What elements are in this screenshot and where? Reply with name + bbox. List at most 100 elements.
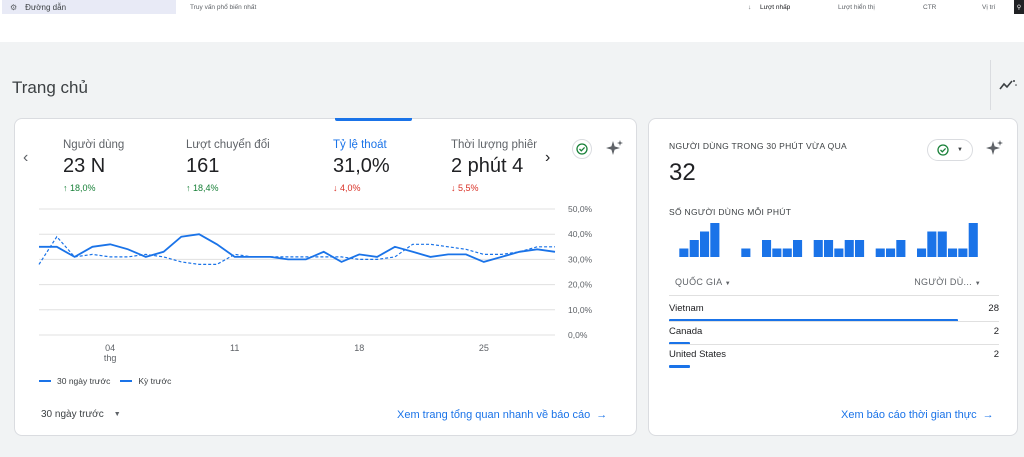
- path-chip[interactable]: ⚙ Đường dẫn: [2, 0, 176, 14]
- col-country-header[interactable]: QUỐC GIA ▼: [675, 277, 731, 287]
- y-tick-label: 40,0%: [568, 229, 593, 239]
- metric-tab-conversions[interactable]: Lượt chuyển đổi 161 ↑ 18,4%: [186, 139, 270, 193]
- metric-tab-bounce-rate[interactable]: Tỷ lệ thoát 31,0% ↓ 4,0%: [333, 139, 390, 193]
- check-circle-icon: [937, 144, 949, 156]
- series-line-previous: [38, 235, 555, 266]
- metric-tab-session-duration[interactable]: Thời lượng phiên 2 phút 4 ↓ 5,5%: [451, 139, 537, 193]
- minute-bar: [917, 248, 927, 257]
- country-users: 2: [993, 326, 999, 337]
- caret-down-icon: ▼: [974, 281, 981, 287]
- minute-bar: [793, 240, 803, 257]
- overview-report-link-text: Xem trang tổng quan nhanh về báo cáo: [397, 409, 591, 421]
- arrow-down-icon: ↓: [451, 183, 459, 193]
- metric-value: 23 N: [63, 155, 106, 177]
- minute-bar: [689, 240, 699, 257]
- legend-previous-label: Kỳ trước: [138, 376, 172, 386]
- overview-card: ‹ › Người dùng 23 N ↑ 18,0% Lượt chuyển …: [14, 118, 637, 436]
- per-minute-bar-chart: [679, 223, 978, 257]
- row-divider: [669, 321, 999, 322]
- minute-bar: [762, 240, 772, 257]
- metric-delta: ↑ 18,0%: [63, 183, 96, 193]
- y-tick-label: 10,0%: [568, 305, 593, 315]
- x-tick-label: 18: [354, 343, 364, 353]
- country-users: 28: [988, 303, 999, 314]
- col-impressions[interactable]: Lượt hiển thị: [838, 4, 875, 11]
- metric-delta: ↓ 4,0%: [333, 183, 361, 193]
- date-range-select[interactable]: 30 ngày trước ▼: [41, 409, 121, 420]
- arrow-down-icon: ↓: [333, 183, 341, 193]
- col-clicks[interactable]: Lượt nhấp: [760, 4, 791, 11]
- minute-bar: [844, 240, 854, 257]
- minute-bar: [813, 240, 823, 257]
- metric-value: 2 phút 4: [451, 155, 524, 177]
- data-quality-check-button[interactable]: [572, 139, 592, 159]
- minute-bar: [886, 248, 896, 257]
- country-name: Vietnam: [669, 303, 704, 314]
- row-divider: [669, 295, 999, 296]
- x-tick-sublabel: thg: [104, 353, 117, 363]
- country-name: Canada: [669, 326, 703, 337]
- share-bar: [669, 319, 958, 322]
- realtime-quality-dropdown[interactable]: ▼: [927, 139, 973, 161]
- minute-bar: [741, 248, 751, 257]
- metric-label: Thời lượng phiên: [451, 139, 537, 151]
- x-tick-label: 11: [230, 343, 239, 353]
- metric-tab-users[interactable]: Người dùng 23 N ↑ 18,0%: [63, 139, 124, 193]
- minute-bar: [834, 248, 844, 257]
- caret-down-icon: ▼: [113, 411, 121, 418]
- trend-icon: [998, 80, 1017, 90]
- path-chip-label: Đường dẫn: [25, 2, 67, 12]
- legend-dashed-swatch: [120, 380, 133, 382]
- arrow-up-icon: ↑: [63, 183, 71, 193]
- metric-label: Tỷ lệ thoát: [333, 139, 387, 151]
- minute-bar: [679, 248, 689, 257]
- caret-down-icon: ▼: [724, 281, 731, 287]
- top-query-label: Truy vấn phổ biến nhất: [190, 4, 257, 11]
- y-tick-label: 0,0%: [568, 330, 588, 340]
- settings-icon: ⚙: [10, 2, 18, 12]
- realtime-title: NGƯỜI DÙNG TRONG 30 PHÚT VỪA QUA: [669, 141, 847, 151]
- page-title: Trang chủ: [12, 78, 88, 97]
- overview-report-link[interactable]: Xem trang tổng quan nhanh về báo cáo →: [397, 409, 607, 421]
- minute-bar: [782, 248, 792, 257]
- y-tick-label: 30,0%: [568, 254, 593, 264]
- minute-bar: [948, 248, 958, 257]
- legend-current-label: 30 ngày trước: [57, 376, 111, 386]
- sparkle-icon[interactable]: [985, 139, 1005, 159]
- chevron-right-icon[interactable]: ›: [545, 149, 551, 166]
- col-position[interactable]: Vị trí: [982, 4, 996, 11]
- chart-legend: 30 ngày trước Kỳ trước: [39, 376, 171, 386]
- sparkle-icon[interactable]: [605, 139, 625, 159]
- metric-label: Người dùng: [63, 139, 125, 151]
- sort-arrow-icon: ↓: [748, 4, 752, 11]
- active-tab-indicator: [335, 118, 412, 121]
- x-tick-label: 25: [479, 343, 489, 353]
- minute-bar: [710, 223, 720, 257]
- insights-trend-button[interactable]: [990, 60, 1024, 110]
- country-name: United States: [669, 349, 727, 360]
- search-icon[interactable]: ⚲: [1014, 0, 1024, 14]
- realtime-card: NGƯỜI DÙNG TRONG 30 PHÚT VỪA QUA 32 ▼ SỐ…: [648, 118, 1018, 436]
- metric-delta: ↑ 18,4%: [186, 183, 219, 193]
- minute-bar: [875, 248, 885, 257]
- realtime-user-count: 32: [669, 159, 696, 186]
- legend-solid-swatch: [39, 380, 51, 382]
- metric-delta: ↓ 5,5%: [451, 183, 479, 193]
- arrow-right-icon: →: [982, 409, 994, 421]
- realtime-report-link-text: Xem báo cáo thời gian thực: [841, 409, 977, 421]
- col-ctr[interactable]: CTR: [923, 4, 937, 11]
- x-tick-label: 04: [105, 343, 115, 353]
- minute-bar: [927, 231, 937, 257]
- share-bar: [669, 365, 690, 368]
- realtime-report-link[interactable]: Xem báo cáo thời gian thực →: [841, 409, 994, 421]
- metric-value: 31,0%: [333, 155, 390, 177]
- minute-bar: [968, 223, 978, 257]
- row-divider: [669, 344, 999, 345]
- minute-bar: [772, 248, 782, 257]
- check-circle-icon: [576, 143, 588, 155]
- minute-bar: [700, 231, 710, 257]
- chevron-left-icon[interactable]: ‹: [23, 149, 29, 166]
- minute-bar: [958, 248, 968, 257]
- y-tick-label: 50,0%: [568, 204, 593, 214]
- col-users-header[interactable]: NGƯỜI DÙ... ▼: [914, 277, 981, 287]
